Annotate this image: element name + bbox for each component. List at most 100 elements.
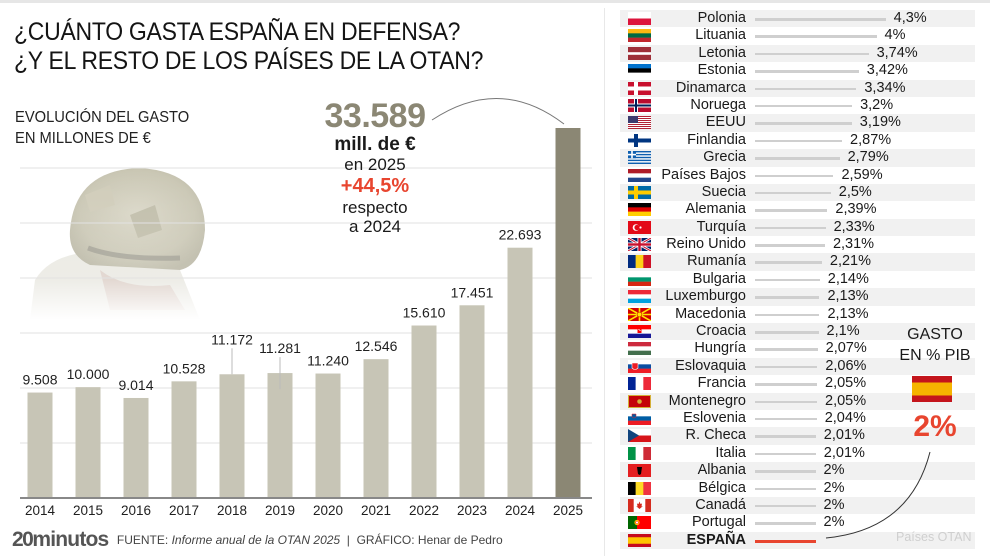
bar-2016: [123, 397, 149, 497]
country-name-turquia: Turquía: [696, 218, 746, 235]
ranking-row: Reino Unido 2,31%: [620, 236, 975, 253]
year-label-2021: 2021: [361, 503, 391, 518]
value-label-macedonia: 2,13%: [827, 305, 869, 322]
italy-flag-icon: [628, 446, 651, 460]
turkey-flag-icon: [628, 220, 651, 234]
bar-2021: [363, 359, 389, 497]
ranking-row: Lituania 4%: [620, 27, 975, 44]
value-label-finlandia: 2,87%: [850, 131, 892, 148]
romania-flag-icon: [628, 255, 651, 269]
country-name-finlandia: Finlandia: [687, 131, 746, 148]
country-name-alemania: Alemania: [685, 201, 746, 218]
subtitle-line-2: EN MILLONES DE €: [15, 130, 151, 147]
callout-arc: [431, 97, 565, 125]
value-label-2015: 10.000: [67, 366, 110, 382]
value-bar-espana: [755, 539, 816, 543]
year-label-2020: 2020: [313, 503, 343, 518]
ranking-row: Finlandia 2,87%: [620, 132, 975, 149]
country-name-croacia: Croacia: [696, 323, 746, 340]
year-label-2024: 2024: [505, 503, 536, 518]
value-label-italia: 2,01%: [823, 444, 865, 461]
sweden-flag-icon: [628, 185, 651, 199]
ranking-row: Hungría 2,07%: [620, 340, 975, 357]
ranking-row: Eslovenia 2,04%: [620, 410, 975, 427]
highlight-callout: 33.589 mill. de € en 2025 +44,5% respect…: [300, 98, 450, 236]
value-label-dinamarca: 3,34%: [864, 79, 906, 96]
ranking-row: Turquía 2,33%: [620, 218, 975, 237]
estonia-flag-icon: [628, 64, 651, 78]
country-name-bulgaria: Bulgaria: [692, 270, 746, 287]
value-bar-paises-bajos: [755, 174, 834, 178]
ranking-row: Luxemburgo 2,13%: [620, 288, 975, 306]
value-bar-montenegro: [755, 400, 818, 404]
panel-divider: [604, 8, 605, 556]
ranking-row: Noruega 3,2%: [620, 97, 975, 114]
country-name-reino-unido: Reino Unido: [666, 236, 746, 253]
country-name-r-checa: R. Checa: [685, 427, 746, 444]
ranking-row: Canadá 2%: [620, 496, 975, 515]
value-bar-bulgaria: [755, 278, 820, 282]
top-border: [0, 0, 990, 3]
value-label-hungria: 2,07%: [825, 340, 867, 357]
chart-subtitle: EVOLUCIÓN DEL GASTO EN MILLONES DE €: [15, 107, 189, 149]
bar-2017: [171, 381, 197, 497]
pib-heading-line-1: GASTO: [907, 326, 963, 343]
callout-unit: mill. de €: [334, 134, 416, 155]
value-label-paises-bajos: 2,59%: [841, 166, 883, 183]
ranking-row: Eslovaquia 2,06%: [620, 357, 975, 376]
value-bar-reino-unido: [755, 244, 825, 247]
callout-year: en 2025: [344, 155, 406, 174]
country-name-portugal: Portugal: [691, 514, 746, 531]
ranking-row: Rumanía 2,21%: [620, 253, 975, 271]
year-label-2019: 2019: [265, 503, 295, 518]
bar-2019: [267, 373, 293, 497]
country-name-grecia: Grecia: [703, 149, 746, 166]
value-bar-francia: [755, 383, 818, 386]
value-bar-lituania: [755, 35, 877, 38]
brand-number: 20: [12, 528, 34, 551]
source-text: Informe anual de la OTAN 2025: [171, 533, 341, 547]
credit-text: GRÁFICO: Henar de Pedro: [356, 533, 503, 547]
country-name-letonia: Letonia: [698, 44, 746, 61]
ranking-row: Alemania 2,39%: [620, 201, 975, 218]
value-label-grecia: 2,79%: [847, 149, 889, 166]
brand-word: minutos: [32, 528, 109, 551]
ranking-row: Italia 2,01%: [620, 445, 975, 462]
france-flag-icon: [628, 377, 651, 391]
value-label-suecia: 2,5%: [838, 183, 872, 200]
country-name-noruega: Noruega: [690, 96, 746, 113]
legend-paises-otan: Países OTAN: [896, 530, 972, 544]
value-label-estonia: 3,42%: [866, 62, 908, 79]
country-name-eeuu: EEUU: [705, 114, 746, 131]
ranking-row: Letonia 3,74%: [620, 44, 975, 63]
czechia-flag-icon: [628, 429, 651, 443]
value-label-lituania: 4%: [884, 27, 906, 44]
value-bar-finlandia: [755, 139, 843, 143]
value-label-alemania: 2,39%: [835, 201, 877, 218]
pib-heading: GASTO EN % PIB: [890, 324, 980, 366]
ranking-row: Francia 2,05%: [620, 375, 975, 392]
spain-flag-large-icon: [912, 376, 952, 402]
poland-flag-icon: [628, 12, 651, 25]
country-name-hungria: Hungría: [694, 340, 746, 357]
value-label-2021: 12.546: [355, 338, 398, 354]
denmark-flag-icon: [628, 81, 651, 95]
footer: 20minutos FUENTE: Informe anual de la OT…: [12, 528, 503, 552]
portugal-flag-icon: [628, 516, 651, 530]
value-label-2018: 11.172: [211, 331, 253, 347]
value-bar-eeuu: [755, 122, 852, 125]
ranking-row: Macedonia 2,13%: [620, 306, 975, 323]
value-bar-estonia: [755, 70, 859, 73]
title-line-1: ¿CUÁNTO GASTA ESPAÑA EN DEFENSA?: [14, 18, 461, 46]
greece-flag-icon: [628, 151, 651, 165]
callout-compare-1: respecto: [342, 198, 408, 217]
bar-2025: [555, 128, 581, 497]
value-label-2016: 9.014: [118, 377, 153, 393]
ranking-row: R. Checa 2,01%: [620, 427, 975, 445]
bar-2014: [27, 392, 53, 497]
value-bar-polonia: [755, 18, 886, 21]
value-bar-eslovaquia: [755, 365, 818, 369]
year-label-2015: 2015: [73, 503, 103, 518]
value-label-2017: 10.528: [163, 360, 206, 376]
country-name-belgica: Bélgica: [698, 479, 746, 496]
